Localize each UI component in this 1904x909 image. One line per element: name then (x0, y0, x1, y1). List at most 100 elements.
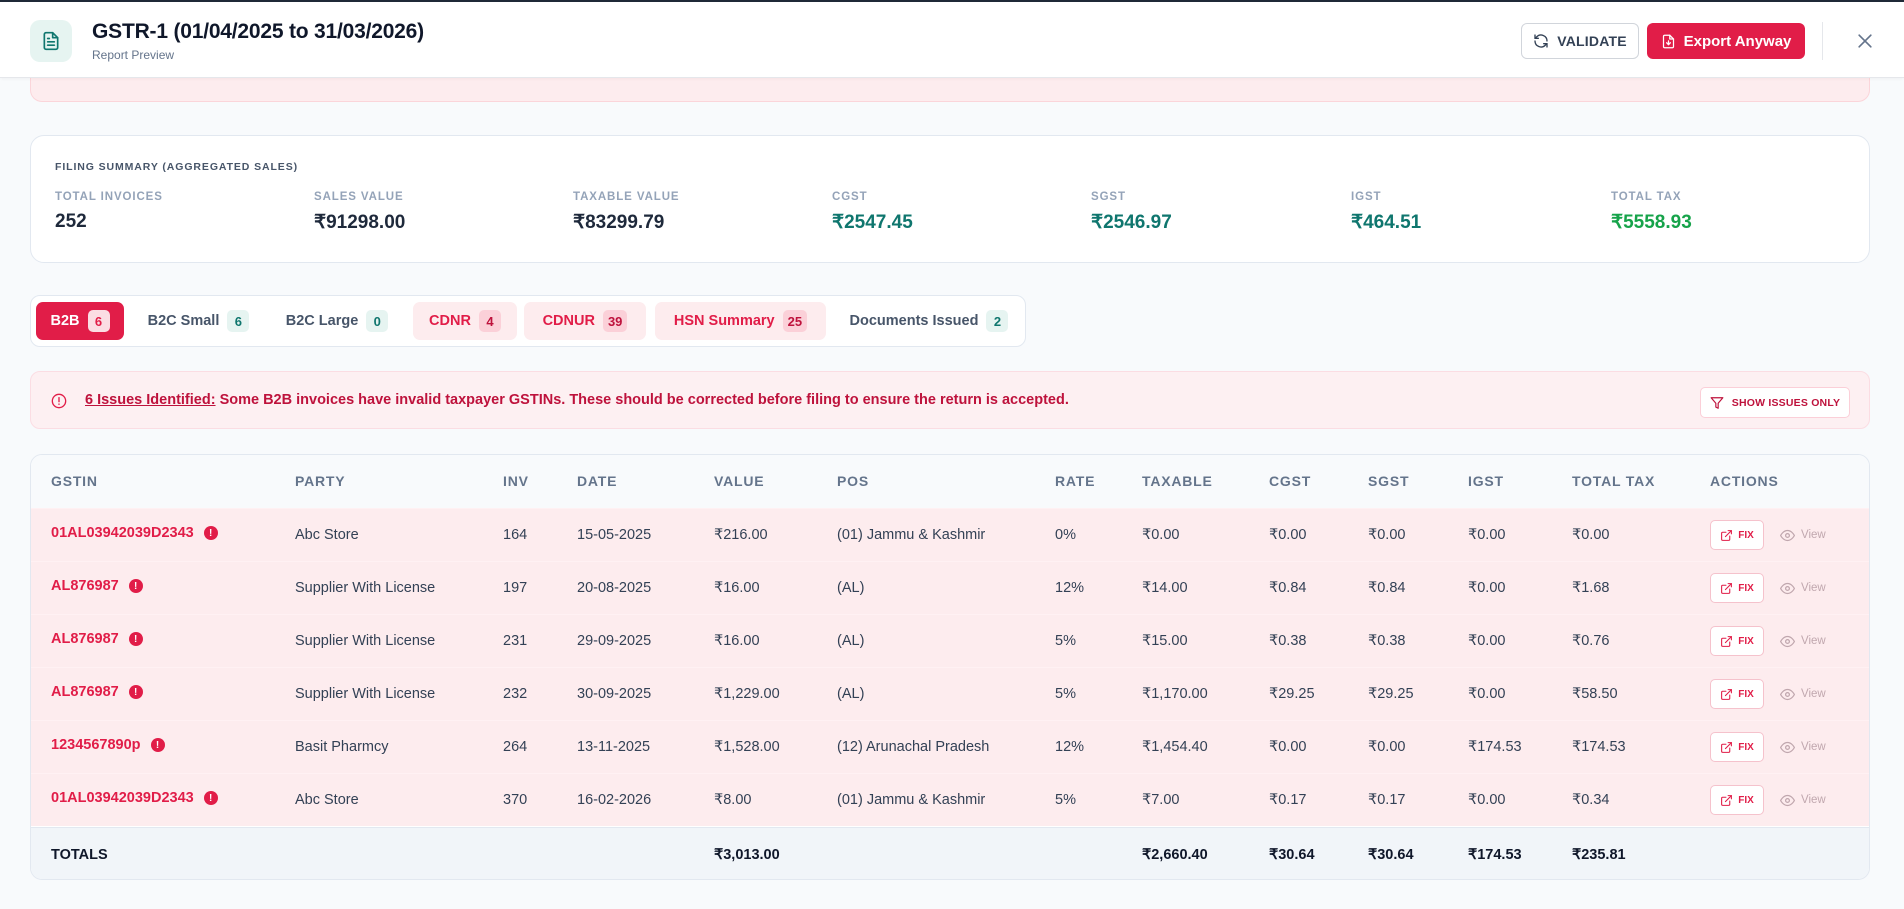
table-cell: 5% (1055, 792, 1076, 808)
view-button[interactable]: View (1780, 736, 1826, 758)
table-cell: ₹0.84 (1368, 580, 1406, 596)
document-icon (30, 20, 72, 62)
gstin-cell: 1234567890p! (51, 737, 165, 753)
summary-metric: TAXABLE VALUE ₹83299.79 (573, 191, 679, 234)
fix-label: FIX (1738, 529, 1754, 541)
summary-metric: SGST ₹2546.97 (1091, 191, 1172, 234)
view-button[interactable]: View (1780, 577, 1826, 599)
table-row: AL876987! Supplier With License 232 30-09-2… (31, 667, 1869, 720)
tab-count-badge: 25 (782, 310, 808, 332)
view-label: View (1801, 741, 1826, 753)
fix-button[interactable]: FIX (1710, 573, 1764, 603)
page-subtitle: Report Preview (92, 48, 175, 62)
table-cell: ₹0.00 (1468, 686, 1506, 702)
table-row: AL876987! Supplier With License 197 20-08-2… (31, 561, 1869, 614)
table-cell: ₹1.68 (1572, 580, 1610, 596)
view-button[interactable]: View (1780, 789, 1826, 811)
table-cell: 16-02-2026 (577, 792, 652, 808)
fix-label: FIX (1738, 741, 1754, 753)
warning-icon: ! (203, 526, 218, 540)
tab-cdnur[interactable]: CDNUR 39 (524, 302, 646, 340)
eye-icon (1780, 529, 1795, 541)
tab-label: HSN Summary (673, 313, 775, 329)
table-cell: ₹1,528.00 (714, 739, 780, 755)
table-cell: ₹29.25 (1269, 686, 1315, 702)
table-cell: 15-05-2025 (577, 527, 652, 543)
fix-button[interactable]: FIX (1710, 520, 1764, 550)
column-header: VALUE (714, 473, 765, 489)
table-cell: 197 (503, 580, 528, 596)
tab-b2c-small[interactable]: B2C Small 6 (138, 302, 259, 340)
table-cell: ₹1,229.00 (714, 686, 780, 702)
table-cell: ₹0.00 (1468, 527, 1506, 543)
tab-count-badge: 39 (602, 310, 628, 332)
fix-label: FIX (1738, 688, 1754, 700)
table-cell: ₹0.17 (1269, 792, 1307, 808)
eye-icon (1780, 582, 1795, 594)
table-cell: 20-08-2025 (577, 580, 652, 596)
tab-cdnr[interactable]: CDNR 4 (413, 302, 517, 340)
table-cell: ₹16.00 (714, 633, 760, 649)
fix-button[interactable]: FIX (1710, 785, 1764, 815)
external-link-icon (1721, 529, 1733, 541)
table-cell: ₹0.00 (1368, 739, 1406, 755)
summary-metric: IGST ₹464.51 (1351, 191, 1421, 234)
validate-button[interactable]: VALIDATE (1521, 23, 1639, 59)
tab-b2c-large[interactable]: B2C Large 0 (276, 302, 398, 340)
table-cell: ₹0.84 (1269, 580, 1307, 596)
table-cell: 264 (503, 739, 528, 755)
metric-value: ₹2547.45 (832, 212, 913, 233)
fix-button[interactable]: FIX (1710, 732, 1764, 762)
totals-taxable: ₹2,660.40 (1142, 847, 1208, 863)
export-label: Export Anyway (1683, 32, 1792, 50)
warning-icon: ! (128, 632, 143, 646)
metric-value: ₹83299.79 (573, 212, 665, 233)
table-cell: Supplier With License (295, 686, 436, 702)
tab-label: Documents Issued (849, 313, 979, 329)
tab-hsn-summary[interactable]: HSN Summary 25 (655, 302, 826, 340)
b2b-invoices-table: GSTIN PARTY INV DATE VALUE POS RATE TAXABLE CGST… (30, 454, 1870, 880)
table-cell: (01) Jammu & Kashmir (837, 792, 986, 808)
table-cell: ₹0.00 (1468, 633, 1506, 649)
export-anyway-button[interactable]: Export Anyway (1647, 23, 1805, 59)
column-header: ACTIONS (1710, 473, 1779, 489)
issues-banner: 6 Issues Identified: Some B2B invoices h… (30, 371, 1870, 429)
tab-documents-issued[interactable]: Documents Issued 2 (839, 302, 1019, 340)
table-cell: ₹0.76 (1572, 633, 1610, 649)
metric-value: ₹464.51 (1351, 212, 1422, 233)
table-cell: ₹0.17 (1368, 792, 1406, 808)
fix-button[interactable]: FIX (1710, 626, 1764, 656)
table-totals-row: TOTALS ₹3,013.00 ₹2,660.40 ₹30.64 ₹30.64… (31, 827, 1869, 879)
totals-cgst: ₹30.64 (1269, 847, 1315, 863)
table-cell: 231 (503, 633, 528, 649)
view-label: View (1801, 688, 1826, 700)
metric-value: ₹2546.97 (1091, 212, 1172, 233)
view-button[interactable]: View (1780, 524, 1826, 546)
table-cell: Abc Store (295, 792, 359, 808)
external-link-icon (1721, 741, 1733, 753)
metric-value: 252 (55, 211, 87, 232)
view-label: View (1801, 529, 1826, 541)
table-cell: ₹1,170.00 (1142, 686, 1208, 702)
metric-value: ₹91298.00 (314, 212, 406, 233)
tab-b2b[interactable]: B2B 6 (36, 302, 124, 340)
view-button[interactable]: View (1780, 630, 1826, 652)
table-cell: (AL) (837, 686, 865, 702)
table-cell: (12) Arunachal Pradesh (837, 739, 990, 755)
close-button[interactable] (1852, 28, 1878, 54)
table-cell: ₹174.53 (1572, 739, 1626, 755)
column-header: IGST (1468, 473, 1504, 489)
fix-button[interactable]: FIX (1710, 679, 1764, 709)
gstin-cell: 01AL03942039D2343! (51, 790, 218, 806)
table-cell: ₹29.25 (1368, 686, 1414, 702)
gstin-cell: AL876987! (51, 684, 143, 700)
eye-icon (1780, 688, 1795, 700)
tab-count-badge: 0 (366, 310, 389, 332)
table-cell: 5% (1055, 633, 1076, 649)
view-button[interactable]: View (1780, 683, 1826, 705)
gstin-cell: AL876987! (51, 631, 143, 647)
totals-label: TOTALS (51, 847, 108, 863)
show-issues-only-button[interactable]: SHOW ISSUES ONLY (1700, 387, 1850, 418)
table-cell: ₹7.00 (1142, 792, 1180, 808)
filter-icon (1710, 396, 1724, 409)
